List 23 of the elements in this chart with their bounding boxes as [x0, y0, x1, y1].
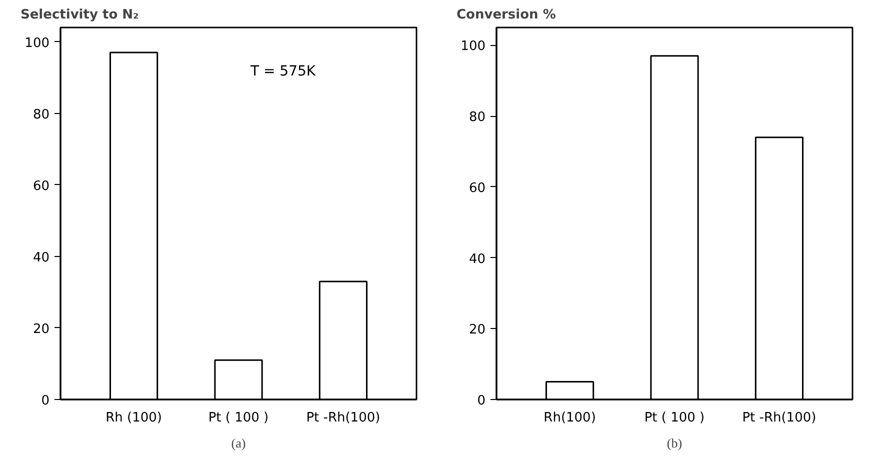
- x-tick-label: Pt ( 100 ): [644, 410, 705, 426]
- text: (a): [231, 436, 246, 450]
- x-tick-label: Pt ( 100 ): [208, 410, 269, 426]
- text: (b): [666, 436, 682, 450]
- annotation: T = 575K: [250, 64, 316, 80]
- y-tick-label: 40: [32, 250, 50, 266]
- y-tick-label: 80: [468, 110, 486, 126]
- y-tick-label: 100: [24, 36, 50, 51]
- y-tick-label: 60: [32, 178, 50, 194]
- y-tick-label: 80: [32, 107, 50, 122]
- y-tick-label: 60: [468, 180, 486, 196]
- y-tick-label: 20: [32, 322, 50, 337]
- y-tick-label: 20: [468, 322, 486, 338]
- x-tick-label: Pt -Rh(100): [306, 410, 380, 426]
- x-tick-label: Rh(100): [544, 410, 596, 426]
- x-tick-label: Rh (100): [106, 410, 162, 426]
- y-tick-label: 40: [468, 252, 486, 267]
- y-tick-label: 0: [477, 394, 486, 408]
- y-axis-title: Selectivity to N₂: [20, 8, 139, 22]
- y-tick-label: 0: [41, 394, 50, 408]
- y-tick-label: 100: [460, 39, 486, 54]
- x-tick-label: Pt -Rh(100): [742, 410, 816, 426]
- y-axis-title: Conversion %: [456, 8, 556, 22]
